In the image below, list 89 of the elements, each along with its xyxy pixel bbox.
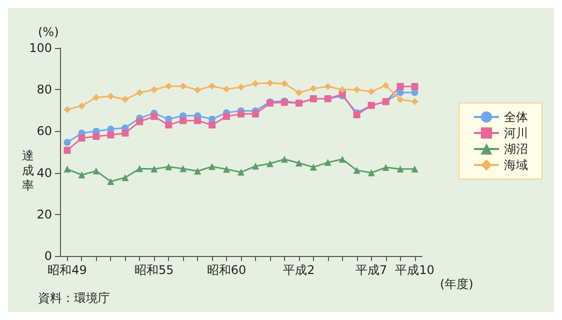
point bbox=[64, 106, 71, 114]
point bbox=[165, 163, 172, 170]
point bbox=[310, 164, 317, 171]
point bbox=[107, 131, 114, 138]
point bbox=[78, 134, 86, 142]
point bbox=[411, 82, 418, 90]
x-tick-label: 平成2 bbox=[283, 263, 315, 277]
point bbox=[165, 121, 172, 128]
point bbox=[238, 110, 244, 118]
point bbox=[64, 146, 71, 154]
point bbox=[208, 82, 216, 90]
point bbox=[324, 158, 332, 166]
y-tick-label: 0 bbox=[44, 249, 52, 263]
text: 資料：環境庁 bbox=[38, 291, 110, 305]
x-tick-label: 昭和55 bbox=[134, 263, 174, 277]
point bbox=[92, 167, 100, 174]
point bbox=[396, 166, 404, 173]
point bbox=[194, 168, 202, 175]
point bbox=[150, 86, 158, 94]
point bbox=[122, 96, 129, 103]
point bbox=[165, 82, 172, 90]
point bbox=[194, 86, 202, 94]
y-tick-label: 80 bbox=[36, 82, 52, 97]
point bbox=[280, 156, 288, 163]
legend-label: 湖沼 bbox=[504, 142, 528, 156]
y-tick-label: 60 bbox=[36, 124, 52, 138]
point bbox=[252, 110, 259, 118]
point bbox=[310, 85, 317, 92]
point bbox=[295, 160, 302, 167]
point bbox=[338, 86, 346, 94]
point bbox=[252, 80, 259, 88]
point bbox=[368, 88, 375, 96]
point bbox=[64, 138, 71, 146]
point bbox=[223, 86, 230, 93]
point bbox=[396, 82, 404, 90]
point bbox=[180, 165, 187, 172]
point bbox=[194, 117, 202, 124]
point bbox=[266, 160, 274, 168]
point bbox=[136, 165, 144, 172]
point bbox=[150, 166, 158, 173]
x-tick-label: 昭和49 bbox=[48, 263, 87, 277]
point bbox=[223, 112, 230, 120]
point bbox=[122, 174, 129, 182]
point bbox=[107, 178, 114, 186]
point bbox=[382, 82, 390, 89]
point bbox=[208, 121, 216, 128]
point bbox=[208, 163, 216, 170]
point bbox=[396, 89, 404, 96]
point bbox=[368, 169, 375, 176]
point bbox=[280, 80, 288, 88]
point bbox=[122, 130, 129, 137]
y-axis-title: 達成率 bbox=[22, 148, 34, 192]
point bbox=[64, 166, 71, 173]
legend-label: 海域 bbox=[504, 158, 528, 172]
point bbox=[238, 168, 244, 176]
point bbox=[180, 82, 187, 90]
text: (%) bbox=[38, 25, 59, 39]
x-axis-title: (年度) bbox=[440, 277, 474, 291]
x-tick-label: 平成7 bbox=[356, 263, 388, 277]
point bbox=[223, 166, 230, 173]
point bbox=[382, 164, 390, 171]
point bbox=[92, 94, 100, 102]
point bbox=[396, 96, 404, 104]
point bbox=[136, 118, 144, 126]
legend-label: 河川 bbox=[504, 126, 528, 140]
point bbox=[353, 166, 360, 174]
y-tick-label: 100 bbox=[29, 41, 52, 55]
point bbox=[324, 82, 332, 90]
y-tick-label: 40 bbox=[36, 166, 52, 180]
point bbox=[338, 156, 346, 163]
point bbox=[411, 98, 418, 106]
point bbox=[78, 102, 86, 110]
point bbox=[295, 89, 302, 96]
point bbox=[411, 166, 418, 173]
point bbox=[266, 79, 274, 86]
point bbox=[180, 117, 187, 124]
point bbox=[92, 132, 100, 140]
point bbox=[252, 162, 259, 170]
y-tick-label: 20 bbox=[36, 207, 52, 222]
x-tick-label: 昭和60 bbox=[206, 263, 246, 277]
point bbox=[150, 112, 158, 120]
point bbox=[353, 86, 360, 94]
point bbox=[238, 84, 244, 91]
point bbox=[136, 89, 144, 96]
legend-label: 全体 bbox=[504, 110, 528, 124]
point bbox=[107, 92, 114, 100]
x-tick-label: 平成10 bbox=[395, 263, 434, 277]
point bbox=[411, 89, 418, 96]
point bbox=[78, 171, 86, 178]
